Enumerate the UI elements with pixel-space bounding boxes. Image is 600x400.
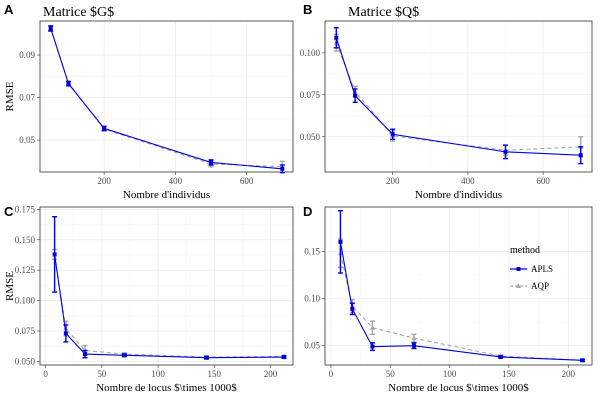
- y-tick-label: 0.075: [15, 326, 36, 336]
- legend-key-apls: [510, 267, 527, 271]
- data-point: [411, 335, 417, 341]
- panel-border: [324, 206, 593, 366]
- panel-letter: A: [4, 2, 14, 17]
- data-point: [390, 132, 395, 137]
- data-point: [122, 353, 127, 358]
- x-tick-label: 50: [386, 369, 396, 379]
- data-point: [204, 355, 209, 360]
- x-tick-label: 0: [329, 369, 334, 379]
- panel-d: 0 50 100 150 200 0.05 0.10 0.15 Nombre de locus …: [303, 204, 593, 394]
- legend-marker: [516, 267, 521, 271]
- panel-border: [39, 20, 294, 173]
- data-point: [580, 358, 585, 363]
- x-axis-title: Nombre d'individus: [415, 189, 502, 201]
- x-tick-label: 200: [386, 176, 400, 186]
- x-tick-label: 200: [97, 176, 111, 186]
- data-point: [282, 355, 287, 360]
- data-point: [48, 26, 53, 31]
- x-axis-title: Nombre de locus $\times 1000$: [388, 382, 529, 394]
- data-point: [66, 81, 71, 86]
- panel-title: Matrice $Q$: [348, 5, 419, 20]
- x-tick-label: 400: [169, 176, 183, 186]
- y-tick-label: 0.050: [300, 132, 321, 142]
- data-point: [503, 149, 508, 154]
- y-tick-label: 0.050: [15, 356, 36, 366]
- y-tick-label: 0.07: [19, 93, 35, 103]
- legend-marker: [516, 283, 521, 288]
- x-tick-label: 200: [264, 369, 278, 379]
- panel-letter: D: [303, 204, 312, 219]
- panel-letter: B: [303, 2, 312, 17]
- panel-a: 200 400 600 0.05 0.07 0.09 Nombre d'individus R…: [4, 2, 294, 201]
- y-tick-label: 0.175: [15, 204, 36, 214]
- data-point: [412, 343, 416, 348]
- x-tick-label: 200: [562, 369, 576, 379]
- x-tick-label: 150: [208, 369, 222, 379]
- y-tick-label: 0.09: [19, 50, 35, 60]
- x-tick-label: 600: [536, 176, 550, 186]
- series-line: [54, 254, 285, 358]
- y-tick-label: 0.100: [300, 48, 321, 58]
- y-tick-label: 0.075: [300, 90, 321, 100]
- data-point: [578, 153, 583, 158]
- data-point: [370, 344, 375, 349]
- x-tick-label: 100: [443, 369, 457, 379]
- x-tick-label: 100: [151, 369, 165, 379]
- panel-c: 0 50 100 150 200 0.050 0.075 0.100 0.125 0.150 0.1…: [4, 204, 294, 394]
- data-point: [280, 166, 285, 171]
- series-apls: [52, 216, 287, 360]
- data-point: [353, 93, 358, 98]
- data-point: [102, 126, 107, 131]
- panel-letter: C: [4, 204, 14, 219]
- series-line: [54, 254, 285, 359]
- data-point: [82, 352, 87, 357]
- x-axis-title: Nombre de locus $\times 1000$: [96, 382, 237, 394]
- data-point: [334, 35, 339, 40]
- y-tick-label: 0.150: [15, 235, 36, 245]
- data-point: [63, 331, 68, 336]
- data-point: [369, 325, 375, 330]
- series-apls: [333, 27, 584, 165]
- legend-label: AQP: [531, 281, 549, 291]
- panel-border: [39, 206, 294, 366]
- y-tick-label: 0.05: [19, 135, 35, 145]
- legend-key-aqp: [510, 283, 527, 288]
- y-tick-label: 0.05: [304, 341, 320, 351]
- y-axis-title: RMSE: [4, 81, 16, 111]
- x-tick-label: 0: [43, 369, 48, 379]
- legend: method APLS AQP: [510, 245, 553, 291]
- x-tick-label: 400: [461, 176, 475, 186]
- data-point: [52, 252, 57, 257]
- data-point: [350, 306, 355, 311]
- x-tick-label: 150: [502, 369, 516, 379]
- panel-border: [324, 20, 593, 173]
- x-axis-title: Nombre d'individus: [123, 189, 210, 201]
- x-tick-label: 50: [97, 369, 107, 379]
- data-point: [498, 354, 503, 359]
- gridlines: [40, 21, 293, 172]
- y-tick-label: 0.125: [15, 265, 36, 275]
- series-line: [339, 241, 583, 361]
- panel-title: Matrice $G$: [43, 5, 114, 20]
- y-tick-label: 0.100: [15, 296, 36, 306]
- panel-b: 200 400 600 0.050 0.075 0.100 Nombre d'individ…: [300, 2, 593, 201]
- y-tick-label: 0.15: [304, 246, 320, 256]
- gridlines: [325, 207, 592, 365]
- y-axis-title: RMSE: [4, 271, 16, 301]
- series-apls: [48, 25, 285, 174]
- data-point: [338, 239, 343, 244]
- series-apls: [337, 210, 586, 363]
- y-tick-label: 0.10: [304, 293, 320, 303]
- legend-title: method: [510, 245, 540, 256]
- x-tick-label: 600: [240, 176, 254, 186]
- gridlines: [40, 207, 293, 365]
- legend-label: APLS: [531, 264, 553, 274]
- data-point: [209, 160, 214, 165]
